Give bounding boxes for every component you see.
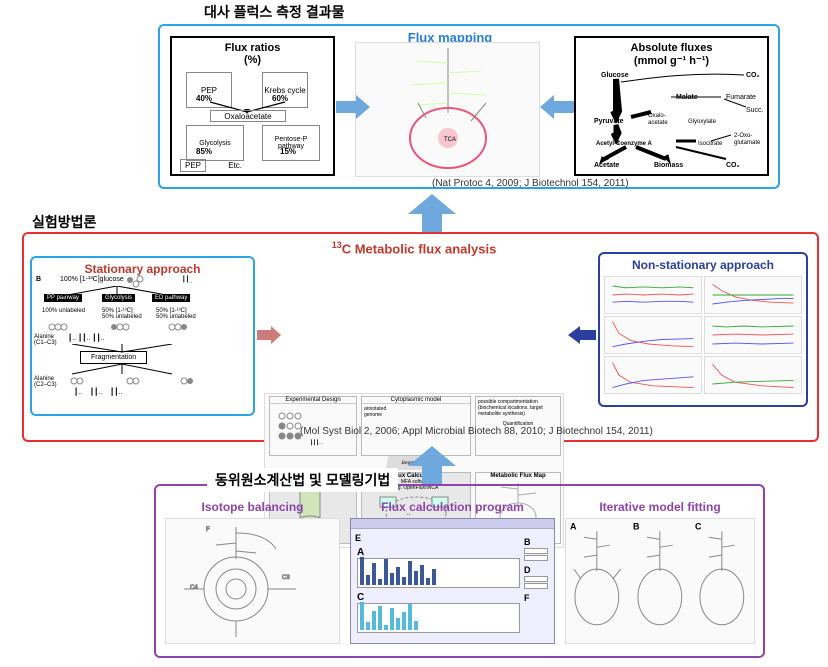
lab-annotated: annotated genome (362, 404, 470, 420)
absolute-fluxes-box: Absolute fluxes (mmol g⁻¹ h⁻¹) Glucose C… (574, 36, 769, 176)
node-co2a: CO₂ (746, 72, 760, 79)
cell-gly: Glycolysis (199, 140, 231, 147)
svg-text:F: F (206, 527, 210, 533)
c13-title: 13C Metabolic flux analysis (264, 240, 564, 256)
ns-plot-6 (704, 356, 802, 394)
node-acetate: Acetate (594, 162, 619, 169)
svg-text:TCA: TCA (444, 137, 456, 143)
label-ala2: Alanine (C2–C3) (34, 376, 57, 388)
ns-plot-1 (604, 276, 702, 314)
svg-text:glutamate: glutamate (734, 140, 761, 146)
flux-ratios-title: Flux ratios (%) (172, 42, 333, 66)
ns-plot-5 (604, 356, 702, 394)
arrow-right-1 (336, 95, 370, 119)
section-label-mid: 실험방법론 (28, 212, 100, 232)
pct-85: 85% (196, 147, 212, 156)
absolute-fluxes-title: Absolute fluxes (mmol g⁻¹ h⁻¹) (576, 42, 767, 67)
calc-label-a: A (357, 547, 520, 558)
top-citation: (Nat Protoc 4, 2009; J Biotechnol 154, 2… (432, 178, 629, 189)
flux-ratios-box: Flux ratios (%) PEP Krebs cycle 40% 60% … (170, 36, 335, 176)
ns-plot-2 (704, 276, 802, 314)
cell-pep2: PEP (180, 159, 206, 172)
node-glucose: Glucose (601, 72, 629, 79)
svg-text:C3: C3 (282, 575, 290, 581)
arrow-up-mid-to-top (408, 194, 456, 232)
ns-plot-4 (704, 316, 802, 354)
section-label-top: 대사 플럭스 측정 결과물 (200, 2, 348, 22)
lab-cyto: Cytoplasmic model (362, 397, 470, 404)
svg-text:C: C (695, 521, 702, 531)
calc-label-c: C (357, 592, 520, 603)
mid-citation: (Mol Syst Biol 2, 2006; Appl Microbial B… (300, 426, 653, 437)
svg-text:A: A (570, 521, 577, 531)
label-b: B (36, 276, 41, 283)
iterative-fitting-box: Iterative model fitting A B C (565, 500, 755, 648)
node-succ: Succ. (746, 107, 764, 114)
nonstationary-title: Non-stationary approach (600, 258, 806, 272)
label-ala1: Alanine (C1–C3) (34, 334, 57, 346)
cell-etc: Etc. (228, 161, 242, 170)
nonstationary-box: Non-stationary approach (598, 252, 808, 407)
node-co2b: CO₂ (726, 162, 740, 169)
iterative-fitting-title: Iterative model fitting (565, 500, 755, 514)
arrow-left-nonstationary (568, 326, 596, 344)
cell-oxa: Oxaloacetate (210, 110, 286, 122)
calc-label-b: B (524, 537, 548, 547)
node-glyox: Glyoxylate (688, 119, 717, 125)
node-fumarate: Fumarate (726, 94, 756, 101)
isotope-balancing-box: Isotope balancing F C3 C4 (165, 500, 340, 648)
label-unlab: 100% unlabeled (42, 308, 85, 314)
label-glucose: 100% [1-¹³C]glucose (60, 276, 124, 283)
lab-possible: possible compartmentation (biochemical l… (478, 399, 543, 417)
svg-text:B: B (633, 521, 640, 531)
arrow-up-bot-to-mid (408, 446, 456, 484)
flux-calc-title: Flux calculation program (350, 500, 555, 514)
node-pyruvate: Pyruvate (594, 118, 624, 125)
lab-exp-design: Experimental Design (270, 397, 356, 404)
flux-mapping-figure: TCA (355, 42, 540, 177)
isotope-balancing-title: Isotope balancing (165, 500, 340, 514)
arrow-right-stationary (257, 326, 281, 344)
stationary-box: Stationary approach B 100% [1-¹³C]glucos… (30, 256, 255, 416)
svg-text:acetate: acetate (648, 120, 668, 126)
calc-label-d: D (524, 565, 548, 575)
svg-text:┃┃┃...: ┃┃┃... (310, 439, 323, 446)
calc-label-f: F (524, 593, 548, 603)
arrow-left-1 (540, 95, 574, 119)
flux-calc-box: Flux calculation program E B D F A C (350, 500, 555, 648)
node-isocitrate: Isocitrate (698, 141, 723, 147)
label-mix1: 50% [1-¹³C] 50% unlabeled (102, 308, 142, 320)
svg-text:C4: C4 (190, 585, 198, 591)
ns-plot-3 (604, 316, 702, 354)
pct-15: 15% (280, 147, 296, 156)
node-oxo: 2-Oxo- (734, 133, 752, 139)
section-label-bot: 동위원소계산법 및 모델링기법 (207, 468, 398, 492)
calc-label-e: E (355, 533, 361, 543)
label-mix2: 50% [1-¹³C] 50% unlabeled (156, 308, 196, 320)
node-biomass: Biomass (654, 162, 683, 169)
